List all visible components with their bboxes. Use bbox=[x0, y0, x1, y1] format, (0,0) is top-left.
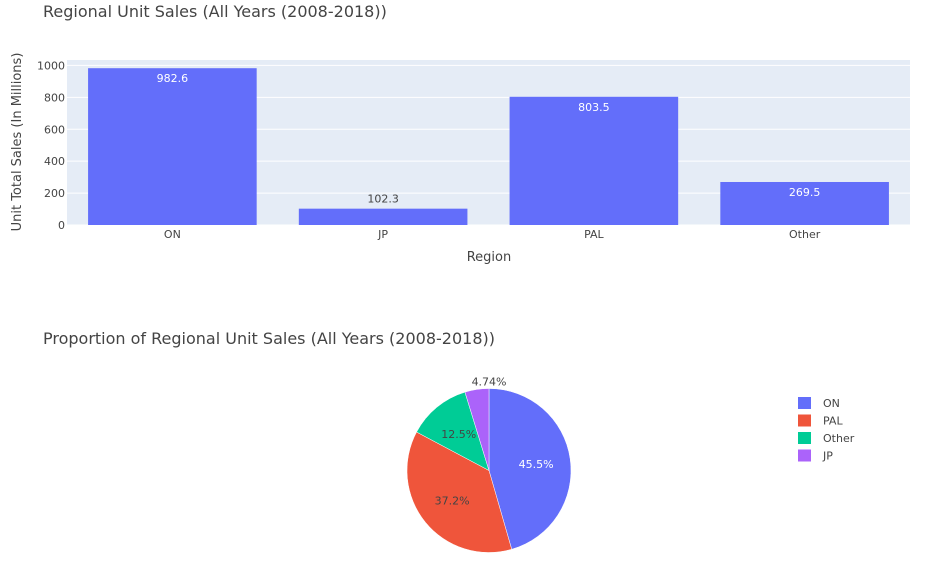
bar-x-tick-label: Other bbox=[789, 228, 821, 241]
bar-y-ticks: 0 200 400 600 800 1000 bbox=[37, 59, 65, 232]
bar-y-tick-label: 200 bbox=[44, 187, 65, 200]
pie-percent-labels: 45.5% 37.2% 12.5% 4.74% bbox=[435, 376, 554, 508]
bar-y-tick-label: 800 bbox=[44, 91, 65, 104]
bar-data-label: 982.6 bbox=[157, 72, 189, 85]
bar-jp bbox=[298, 208, 468, 225]
legend-swatch-pal bbox=[798, 414, 811, 427]
pie-slice-jp bbox=[464, 388, 490, 471]
bar-x-tick-label: JP bbox=[377, 228, 388, 241]
bar-x-tick-label: PAL bbox=[584, 228, 604, 241]
pie-slice-on bbox=[488, 388, 572, 550]
bar-y-tick-label: 400 bbox=[44, 155, 65, 168]
bar-y-tick-label: 600 bbox=[44, 123, 65, 136]
legend-swatch-on bbox=[798, 397, 811, 409]
pie-legend: ON PAL Other JP bbox=[798, 397, 855, 463]
bar-x-ticks: ON JP PAL Other bbox=[164, 228, 821, 241]
pie-percent-label: 37.2% bbox=[435, 494, 470, 507]
bar-y-tick-label: 1000 bbox=[37, 59, 65, 72]
bar-data-label: 102.3 bbox=[367, 193, 399, 206]
bar-y-tick-label: 0 bbox=[58, 219, 65, 232]
legend-label: PAL bbox=[823, 415, 843, 428]
bar-series: 982.6 102.3 803.5 269.5 bbox=[88, 68, 889, 226]
bar-chart-title: Regional Unit Sales (All Years (2008-201… bbox=[43, 2, 387, 21]
bar-other bbox=[720, 181, 889, 225]
pie-slices bbox=[406, 388, 572, 553]
legend-swatch-jp bbox=[798, 449, 811, 462]
legend-swatch-other bbox=[798, 432, 811, 444]
bar-data-label: 803.5 bbox=[578, 101, 610, 114]
legend-label: JP bbox=[822, 450, 833, 463]
pie-slice-pal bbox=[406, 431, 513, 553]
pie-percent-label: 12.5% bbox=[441, 428, 476, 441]
bar-on bbox=[88, 68, 257, 226]
bar-x-axis-label: Region bbox=[467, 250, 512, 265]
bar-pal bbox=[509, 96, 679, 225]
bar-data-label: 269.5 bbox=[789, 186, 821, 199]
legend-label: Other bbox=[823, 432, 855, 445]
legend-label: ON bbox=[823, 397, 840, 410]
pie-percent-label: 4.74% bbox=[472, 376, 507, 389]
bar-x-tick-label: ON bbox=[164, 228, 181, 241]
pie-percent-label: 45.5% bbox=[519, 458, 554, 471]
pie-chart-title: Proportion of Regional Unit Sales (All Y… bbox=[43, 329, 495, 348]
bar-y-axis-label: Unit Total Sales (In Millions) bbox=[10, 53, 25, 232]
